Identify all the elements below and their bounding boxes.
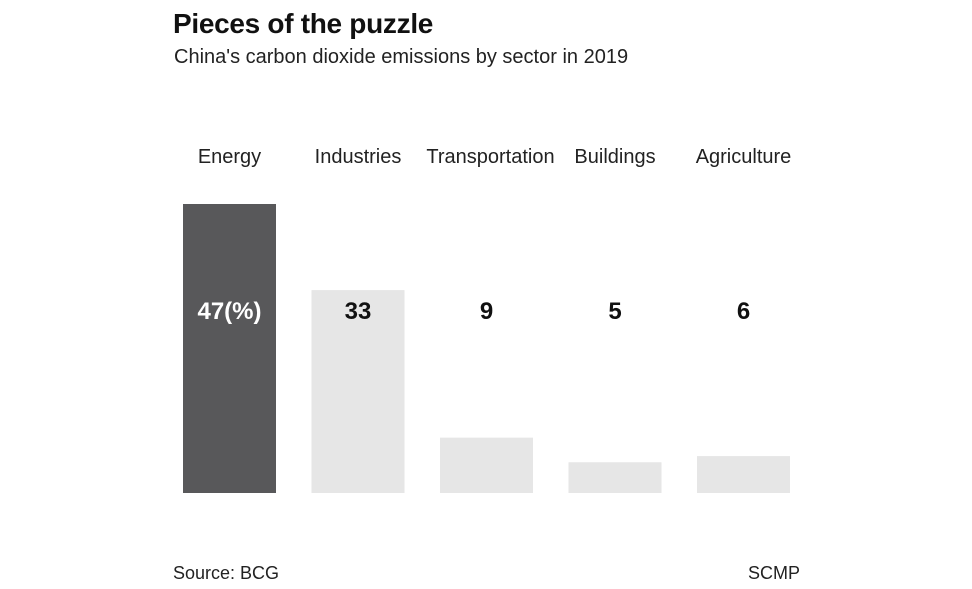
bar-industries [311,290,405,493]
category-label-agriculture: Agriculture [696,146,792,168]
chart-title: Pieces of the puzzle [173,8,434,39]
value-label-energy: 47(%) [197,298,261,325]
category-label-industries: Industries [315,146,402,168]
value-label-transportation: 9 [480,298,493,325]
value-label-industries: 33 [345,298,372,325]
value-label-agriculture: 6 [737,298,750,325]
bar-buildings [568,462,662,493]
category-label-energy: Energy [198,146,261,168]
bar-energy [183,204,276,493]
value-label-buildings: 5 [608,298,621,325]
bar-transportation [440,437,533,493]
credit-note: SCMP [747,563,800,583]
source-note: Source: BCG [173,563,280,583]
category-label-transportation: Transportation [426,146,554,168]
chart-subtitle: China's carbon dioxide emissions by sect… [174,46,629,68]
category-label-buildings: Buildings [574,146,655,168]
bar-agriculture [697,456,790,493]
